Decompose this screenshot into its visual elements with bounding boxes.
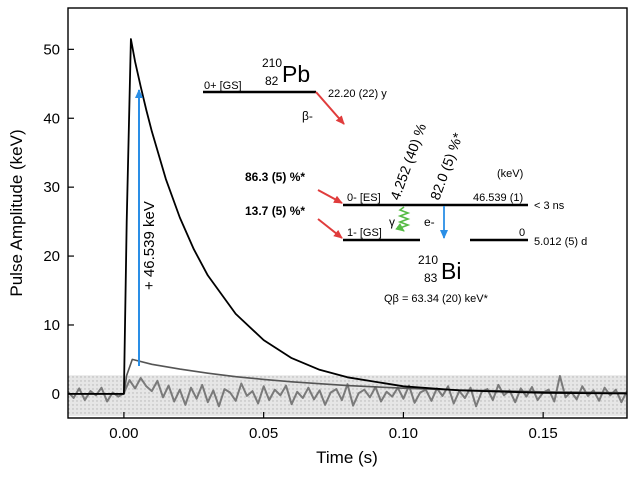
beta-label: β- <box>302 109 313 123</box>
y-tick-label: 30 <box>43 179 60 196</box>
series-layer <box>68 38 627 408</box>
x-tick-label: 0.15 <box>529 425 558 442</box>
gamma-intensity: 4.252 (40) % <box>387 121 429 202</box>
branch-gs-intensity: 13.7 (5) %* <box>245 204 305 218</box>
gs-state-label: 1- [GS] <box>347 227 382 239</box>
pb-halflife: 22.20 (22) y <box>328 88 387 100</box>
ce-label: e- <box>424 215 435 229</box>
amplitude-arrow-label: + 46.539 keV <box>141 201 158 290</box>
decay-scheme: 0+ [GS] 210 82 Pb 22.20 (22) y β- 86.3 (… <box>203 56 587 305</box>
pb-mass-number: 210 <box>262 56 282 70</box>
x-axis-title: Time (s) <box>316 448 378 467</box>
pb-atomic-number: 82 <box>265 74 279 88</box>
gamma-transition-wave <box>395 206 411 232</box>
y-axis-ticks: 0 10 20 30 40 50 <box>43 41 74 403</box>
y-tick-label: 50 <box>43 41 60 58</box>
bi-atomic-number: 83 <box>424 271 438 285</box>
x-tick-label: 0.10 <box>389 425 418 442</box>
noise-band <box>68 375 627 416</box>
plot-frame <box>67 7 628 419</box>
pb-state-label: 0+ [GS] <box>204 80 242 92</box>
es-energy-value: 46.539 (1) <box>473 192 523 204</box>
x-tick-label: 0.00 <box>109 425 138 442</box>
series-line-main-pulse <box>68 38 627 395</box>
branch-arrow-gs <box>317 218 343 239</box>
bi-mass-number: 210 <box>418 253 438 267</box>
x-axis-ticks: 0.00 0.05 0.10 0.15 <box>109 412 558 442</box>
gamma-symbol: γ <box>389 215 395 229</box>
beta-decay-arrow <box>315 91 345 125</box>
y-tick-label: 0 <box>52 386 60 403</box>
y-tick-label: 40 <box>43 110 60 127</box>
gs-halflife: 5.012 (5) d <box>534 236 587 248</box>
branch-arrow-es <box>317 189 343 204</box>
ce-intensity: 82.0 (5) %* <box>427 130 466 202</box>
q-beta-value: Qβ = 63.34 (20) keV* <box>384 293 489 305</box>
es-halflife: < 3 ns <box>534 200 565 212</box>
branch-es-intensity: 86.3 (5) %* <box>245 170 305 184</box>
bi-symbol: Bi <box>441 258 461 284</box>
y-axis-title: Pulse Amplitude (keV) <box>7 129 26 296</box>
energy-unit-label: (keV) <box>497 168 523 180</box>
gs-energy-value: 0 <box>519 227 525 239</box>
y-tick-label: 20 <box>43 248 60 265</box>
es-state-label: 0- [ES] <box>347 192 381 204</box>
y-tick-label: 10 <box>43 317 60 334</box>
pb-symbol: Pb <box>282 61 310 87</box>
x-tick-label: 0.05 <box>249 425 278 442</box>
